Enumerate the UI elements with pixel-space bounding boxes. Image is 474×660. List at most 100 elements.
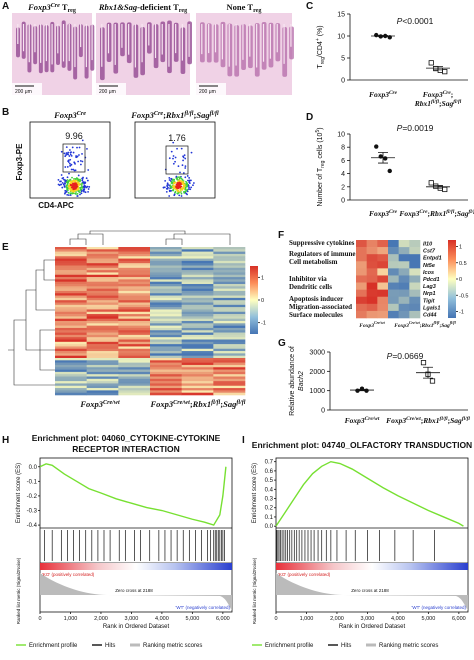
- flow-event: [71, 176, 73, 179]
- flow-event: [64, 191, 67, 194]
- heatmap-cell: [86, 360, 119, 363]
- text-segment: ;: [220, 399, 223, 409]
- heatmap-cell: [409, 247, 421, 255]
- heatmap-cell: [388, 261, 399, 269]
- flow-event: [67, 153, 70, 156]
- heatmap-cell: [86, 249, 119, 252]
- heatmap-cell: [409, 303, 421, 312]
- heatmap-cell: [213, 355, 246, 359]
- flow-event: [69, 194, 72, 196]
- text-segment: fl/fl: [431, 99, 440, 105]
- heatmap-cell: [409, 261, 421, 269]
- heatmap-cell: [118, 277, 151, 280]
- heatmap-cell: [118, 260, 151, 264]
- crypt-lumen: [201, 24, 203, 55]
- crypt-lumen: [80, 24, 82, 48]
- flow-event: [173, 178, 176, 181]
- heatmap-cell: [181, 339, 214, 343]
- crypt-lumen: [101, 24, 103, 67]
- heatmap-cell: [118, 263, 151, 266]
- heatmap-cell: [356, 240, 367, 248]
- x-tick-label: 6,000: [216, 616, 230, 622]
- gene-category: Inhibitor via: [289, 275, 327, 283]
- flow-event: [174, 190, 177, 193]
- heatmap-cell: [181, 341, 214, 345]
- flow-event: [69, 153, 72, 156]
- crypt-lumen: [57, 24, 59, 54]
- heatmap-cell: [213, 302, 246, 306]
- y-axis-label: Foxp3-PE: [15, 143, 24, 181]
- flow-event: [64, 155, 67, 158]
- gene-category: Cell metabolism: [289, 258, 338, 266]
- crypt-lumen: [51, 24, 53, 65]
- heatmap-cell: [118, 321, 151, 324]
- heatmap-cell: [213, 364, 246, 368]
- crypt-lumen: [62, 24, 65, 62]
- heatmap-cell: [86, 274, 119, 278]
- crypt-lumen: [114, 24, 116, 65]
- heatmap-cell: [55, 351, 87, 354]
- heatmap-cell: [150, 270, 182, 273]
- flow-event: [60, 183, 62, 186]
- heatmap-cell: [398, 261, 410, 269]
- flow-event: [66, 183, 69, 186]
- text-segment: =0.0669: [392, 351, 423, 361]
- flow-event: [170, 189, 172, 192]
- panel-label: I: [242, 435, 245, 446]
- legend-label: Enrichment profile: [29, 643, 78, 649]
- heatmap-cell: [388, 275, 399, 283]
- heatmap-cell: [213, 286, 246, 289]
- flow-event: [168, 189, 171, 192]
- flow-event: [68, 155, 71, 157]
- heatmap-cell: [377, 310, 389, 319]
- heatmap-cell: [181, 378, 214, 382]
- heatmap-cell: [118, 284, 151, 287]
- heatmap-cell: [86, 300, 119, 303]
- heatmap-cell: [86, 369, 119, 373]
- flow-event: [172, 141, 175, 144]
- heatmap-cell: [150, 286, 182, 289]
- gene-label: Nt5e: [423, 263, 435, 269]
- heatmap-cell: [86, 383, 119, 387]
- scale-bar-label: 200 μm: [199, 89, 216, 95]
- heatmap-cell: [55, 304, 87, 308]
- heatmap-cell: [150, 374, 182, 377]
- gene-label: Nrp1: [423, 291, 436, 297]
- heatmap-cell: [118, 376, 151, 380]
- x-tick-label: 6,000: [452, 616, 466, 622]
- heatmap-cell: [181, 362, 214, 366]
- y-tick-label: 2000: [309, 369, 325, 376]
- heatmap-cell: [118, 288, 151, 292]
- flow-event: [78, 186, 81, 189]
- flow-event: [190, 186, 193, 189]
- heatmap-cell: [55, 288, 87, 292]
- category-label: Foxp3Cre: [369, 90, 398, 99]
- flow-event: [75, 156, 78, 159]
- colorbar-label: -0.5: [459, 293, 468, 299]
- text-segment: (%): [317, 25, 324, 38]
- heatmap-cell: [213, 332, 246, 336]
- y-axis-label: Treg/CD4+ (%): [315, 25, 326, 68]
- x-tick-label: 3,000: [125, 616, 139, 622]
- heatmap-cell: [356, 268, 367, 276]
- x-tick-label: 5,000: [185, 616, 199, 622]
- heatmap-cell: [409, 282, 421, 290]
- heatmap-cell: [181, 302, 214, 306]
- enrichment-profile: [39, 463, 227, 526]
- flow-event: [186, 188, 189, 191]
- flow-event: [168, 179, 171, 181]
- y-tick-label: -0.2: [27, 494, 38, 500]
- heatmap-cell: [86, 374, 119, 377]
- y-tick-label: 0.7: [265, 460, 274, 466]
- heatmap-cell: [118, 367, 151, 370]
- heatmap-cell: [150, 353, 182, 356]
- heatmap-cell: [366, 310, 378, 319]
- gene-category: Apoptosis inducer: [289, 295, 343, 303]
- flow-event: [60, 150, 63, 153]
- annotation: Zero cross at 2188: [115, 588, 153, 593]
- text-segment: P: [397, 123, 403, 133]
- heatmap-cell: [86, 390, 119, 393]
- text-segment: Cre: [51, 3, 60, 9]
- heatmap-cell: [181, 371, 214, 375]
- heatmap-cell: [55, 279, 87, 282]
